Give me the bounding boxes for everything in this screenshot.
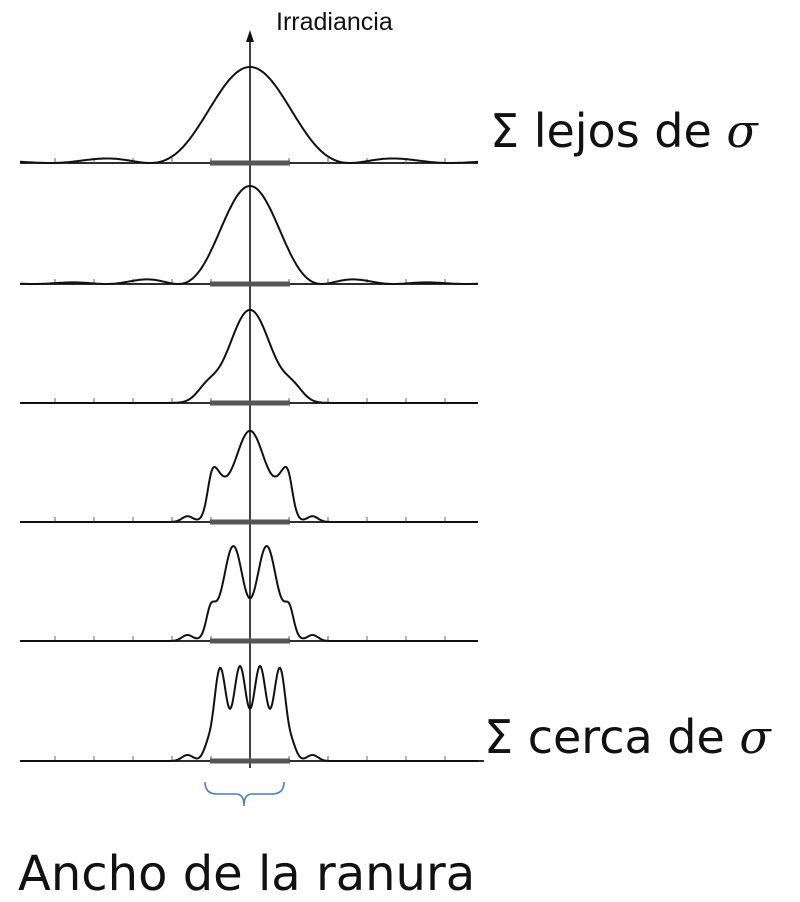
slit-bar xyxy=(210,519,290,525)
sigma-symbol-far: Σ xyxy=(490,104,520,158)
irradiance-profile-third xyxy=(20,308,478,404)
slit-width-caption: Ancho de la ranura xyxy=(18,846,476,902)
label-far-field: Σ lejos de σ xyxy=(490,104,758,158)
slit-bar xyxy=(210,160,290,166)
irradiance-profile-fifth xyxy=(20,545,478,642)
slit-bar xyxy=(210,638,290,644)
sigma-greek-far: σ xyxy=(726,104,758,158)
sigma-greek-near: σ xyxy=(739,710,771,764)
irradiance-profile-far xyxy=(20,66,478,164)
sigma-symbol-near: Σ xyxy=(484,710,514,764)
slit-width-brace xyxy=(204,781,285,807)
irradiance-profile-second xyxy=(20,184,478,285)
slit-bar xyxy=(210,281,290,287)
axis-title: Irradiancia xyxy=(276,8,393,36)
label-near-field: Σ cerca de σ xyxy=(484,710,771,764)
axis-arrowhead xyxy=(246,30,254,42)
irradiance-profile-near xyxy=(20,664,478,762)
label-far-text: lejos de xyxy=(519,104,727,158)
slit-bar xyxy=(210,758,290,764)
irradiance-profile-fourth xyxy=(20,429,478,523)
profiles-group xyxy=(20,66,484,764)
label-near-text: cerca de xyxy=(513,710,740,764)
slit-bar xyxy=(210,400,290,406)
